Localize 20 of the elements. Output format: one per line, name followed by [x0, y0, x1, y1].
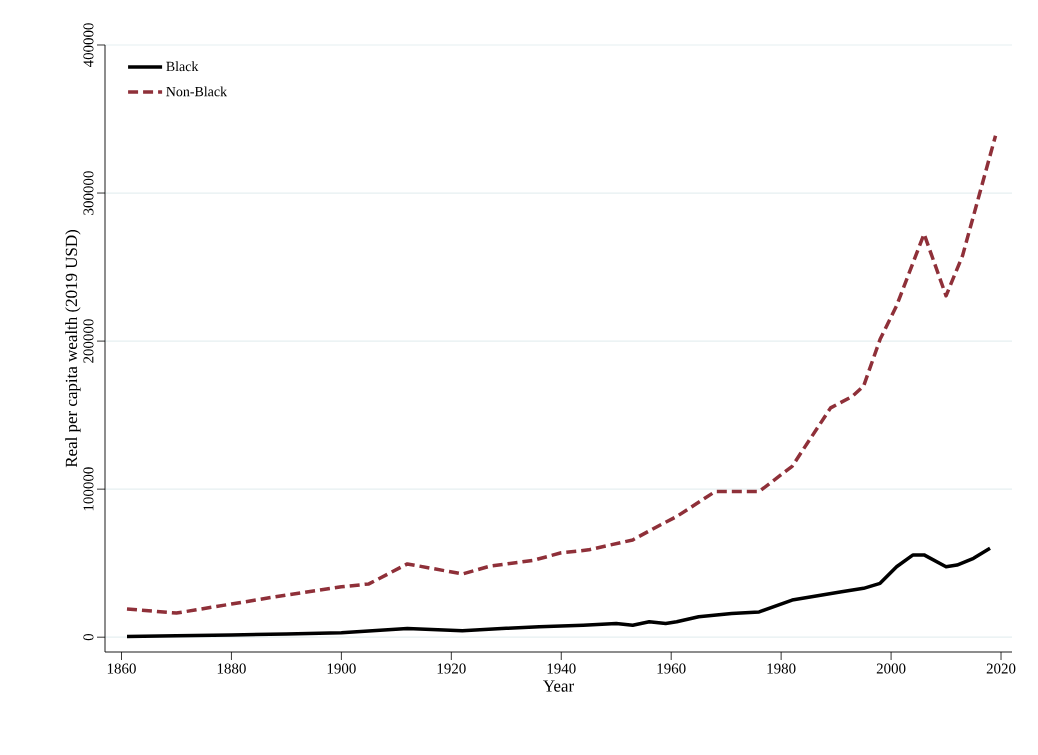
y-tick-label: 0: [83, 634, 94, 641]
y-tick-label: 100000: [83, 467, 94, 511]
line-series: [125, 134, 998, 615]
x-tick-label: 1940: [547, 663, 576, 674]
x-tick-label: 1980: [767, 663, 796, 674]
x-tick-label: 1960: [657, 663, 686, 674]
legend-label: Black: [166, 61, 199, 72]
y-axis-title: Real per capita wealth (2019 USD): [65, 230, 81, 468]
x-axis-title: Year: [543, 680, 574, 692]
y-tick-label: 300000: [83, 171, 94, 215]
x-tick-label: 1900: [327, 663, 356, 674]
y-tick-label: 200000: [83, 319, 94, 363]
y-tick-label: 400000: [83, 23, 94, 68]
x-tick-label: 1860: [107, 663, 136, 674]
line-series: [125, 546, 992, 639]
x-tick-label: 2020: [986, 663, 1016, 674]
x-tick-label: 2000: [876, 663, 906, 674]
legend-label: Non-Black: [166, 86, 228, 97]
x-tick-label: 1880: [217, 663, 246, 674]
x-tick-label: 1920: [437, 663, 466, 674]
